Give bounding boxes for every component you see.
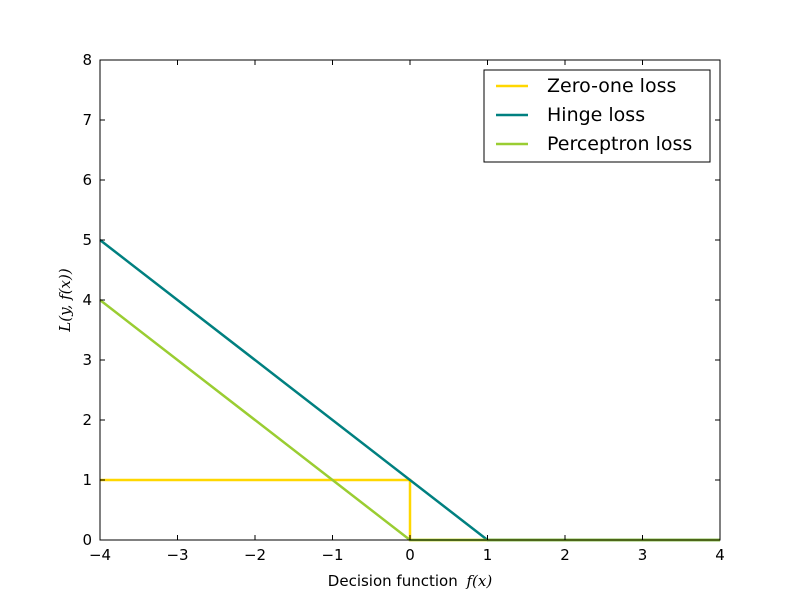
legend-label: Zero-one loss [547, 75, 676, 97]
x-tick-label: 0 [405, 546, 415, 564]
y-tick-label: 5 [82, 231, 92, 249]
legend: Zero-one loss Hinge loss Perceptron loss [483, 69, 711, 163]
y-tick-label: 3 [82, 351, 92, 369]
legend-label: Hinge loss [547, 104, 645, 126]
x-tick-label: −3 [166, 546, 188, 564]
x-axis-label-math: f(x) [465, 572, 492, 590]
x-tick-label: −2 [244, 546, 266, 564]
legend-entries: Zero-one loss Hinge loss Perceptron loss [496, 75, 692, 155]
legend-label: Perceptron loss [547, 133, 692, 155]
x-tick-label: 4 [715, 546, 725, 564]
ticks-layer: −4 −3 −2 −1 0 1 2 3 4 0 1 2 3 4 5 6 7 8 [82, 51, 724, 564]
y-tick-label: 0 [82, 531, 92, 549]
y-tick-label: 6 [82, 171, 92, 189]
y-tick-label: 1 [82, 471, 92, 489]
y-axis-label: L(y, f(x)) [56, 268, 74, 333]
x-axis-label-text: Decision function [328, 572, 458, 590]
plot-frame [99, 59, 721, 541]
x-axis-label: Decision function f(x) [328, 572, 493, 590]
x-tick-label: 1 [483, 546, 493, 564]
x-tick-label: −1 [321, 546, 343, 564]
x-tick-label: −4 [89, 546, 111, 564]
y-tick-label: 7 [82, 111, 92, 129]
x-tick-label: 3 [638, 546, 648, 564]
x-tick-label: 2 [560, 546, 570, 564]
y-tick-label: 8 [82, 51, 92, 69]
y-tick-label: 4 [82, 291, 92, 309]
y-tick-label: 2 [82, 411, 92, 429]
